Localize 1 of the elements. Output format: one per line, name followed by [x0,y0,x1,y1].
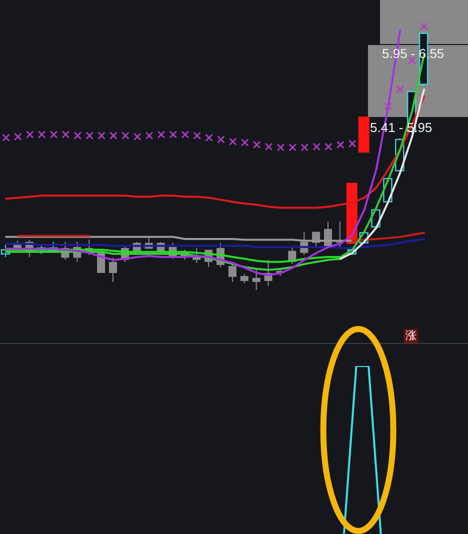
text: 涨 [404,329,418,343]
